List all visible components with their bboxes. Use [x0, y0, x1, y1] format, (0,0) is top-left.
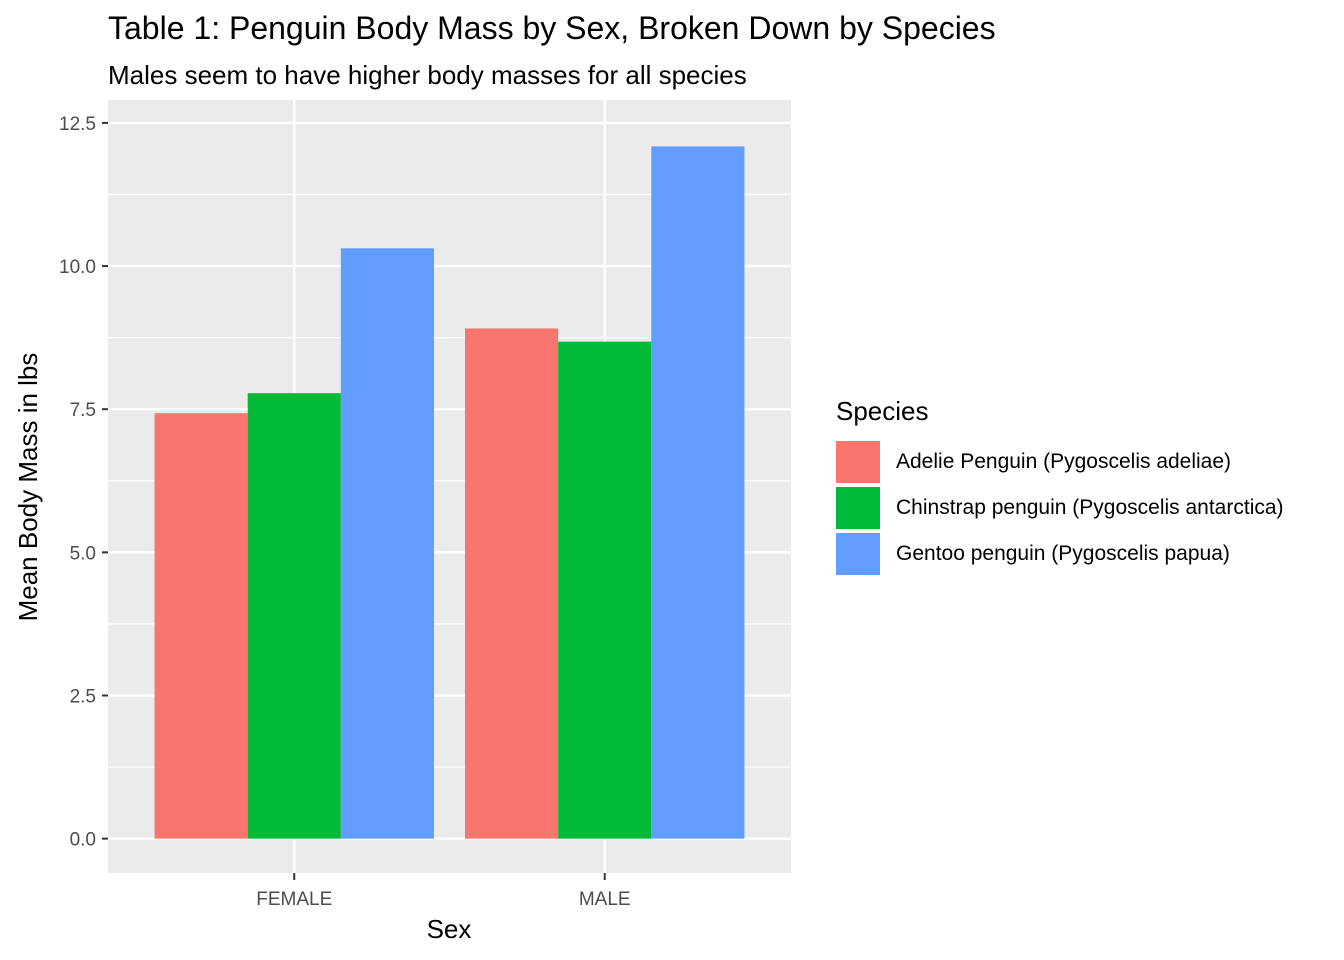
legend-title: Species: [836, 396, 929, 426]
legend-label-gentoo: Gentoo penguin (Pygoscelis papua): [896, 542, 1230, 565]
legend-key-gentoo: [836, 533, 880, 575]
bar: [465, 328, 559, 839]
y-tick-label: 2.5: [70, 686, 96, 707]
bar: [154, 413, 248, 839]
x-tick-label: MALE: [579, 889, 631, 910]
legend-key-chinstrap: [836, 487, 880, 529]
legend-item-gentoo: Gentoo penguin (Pygoscelis papua): [836, 531, 1284, 577]
legend-item-chinstrap: Chinstrap penguin (Pygoscelis antarctica…: [836, 485, 1284, 531]
axes: 0.0 2.5 5.0 7.5 10.0 12.5 FEMALE MALE: [59, 114, 631, 910]
legend: Species Adelie Penguin (Pygoscelis adeli…: [836, 396, 1284, 577]
x-tick-label: FEMALE: [256, 889, 332, 910]
y-tick-label: 7.5: [70, 400, 96, 421]
bar: [247, 393, 341, 839]
y-tick-label: 12.5: [59, 114, 96, 135]
y-tick-label: 10.0: [59, 257, 96, 278]
bars: [154, 146, 745, 839]
bar: [651, 146, 745, 839]
x-axis-title: Sex: [427, 914, 472, 944]
legend-label-chinstrap: Chinstrap penguin (Pygoscelis antarctica…: [896, 496, 1284, 519]
y-tick-label: 5.0: [70, 543, 96, 564]
bar: [558, 341, 652, 839]
legend-key-adelie: [836, 441, 880, 483]
chart-title: Table 1: Penguin Body Mass by Sex, Broke…: [108, 10, 996, 46]
y-axis-title: Mean Body Mass in lbs: [13, 353, 43, 622]
legend-item-adelie: Adelie Penguin (Pygoscelis adeliae): [836, 439, 1284, 485]
legend-label-adelie: Adelie Penguin (Pygoscelis adeliae): [896, 450, 1232, 473]
y-tick-label: 0.0: [70, 830, 96, 851]
chart-subtitle: Males seem to have higher body masses fo…: [108, 60, 747, 90]
bar: [340, 248, 434, 839]
